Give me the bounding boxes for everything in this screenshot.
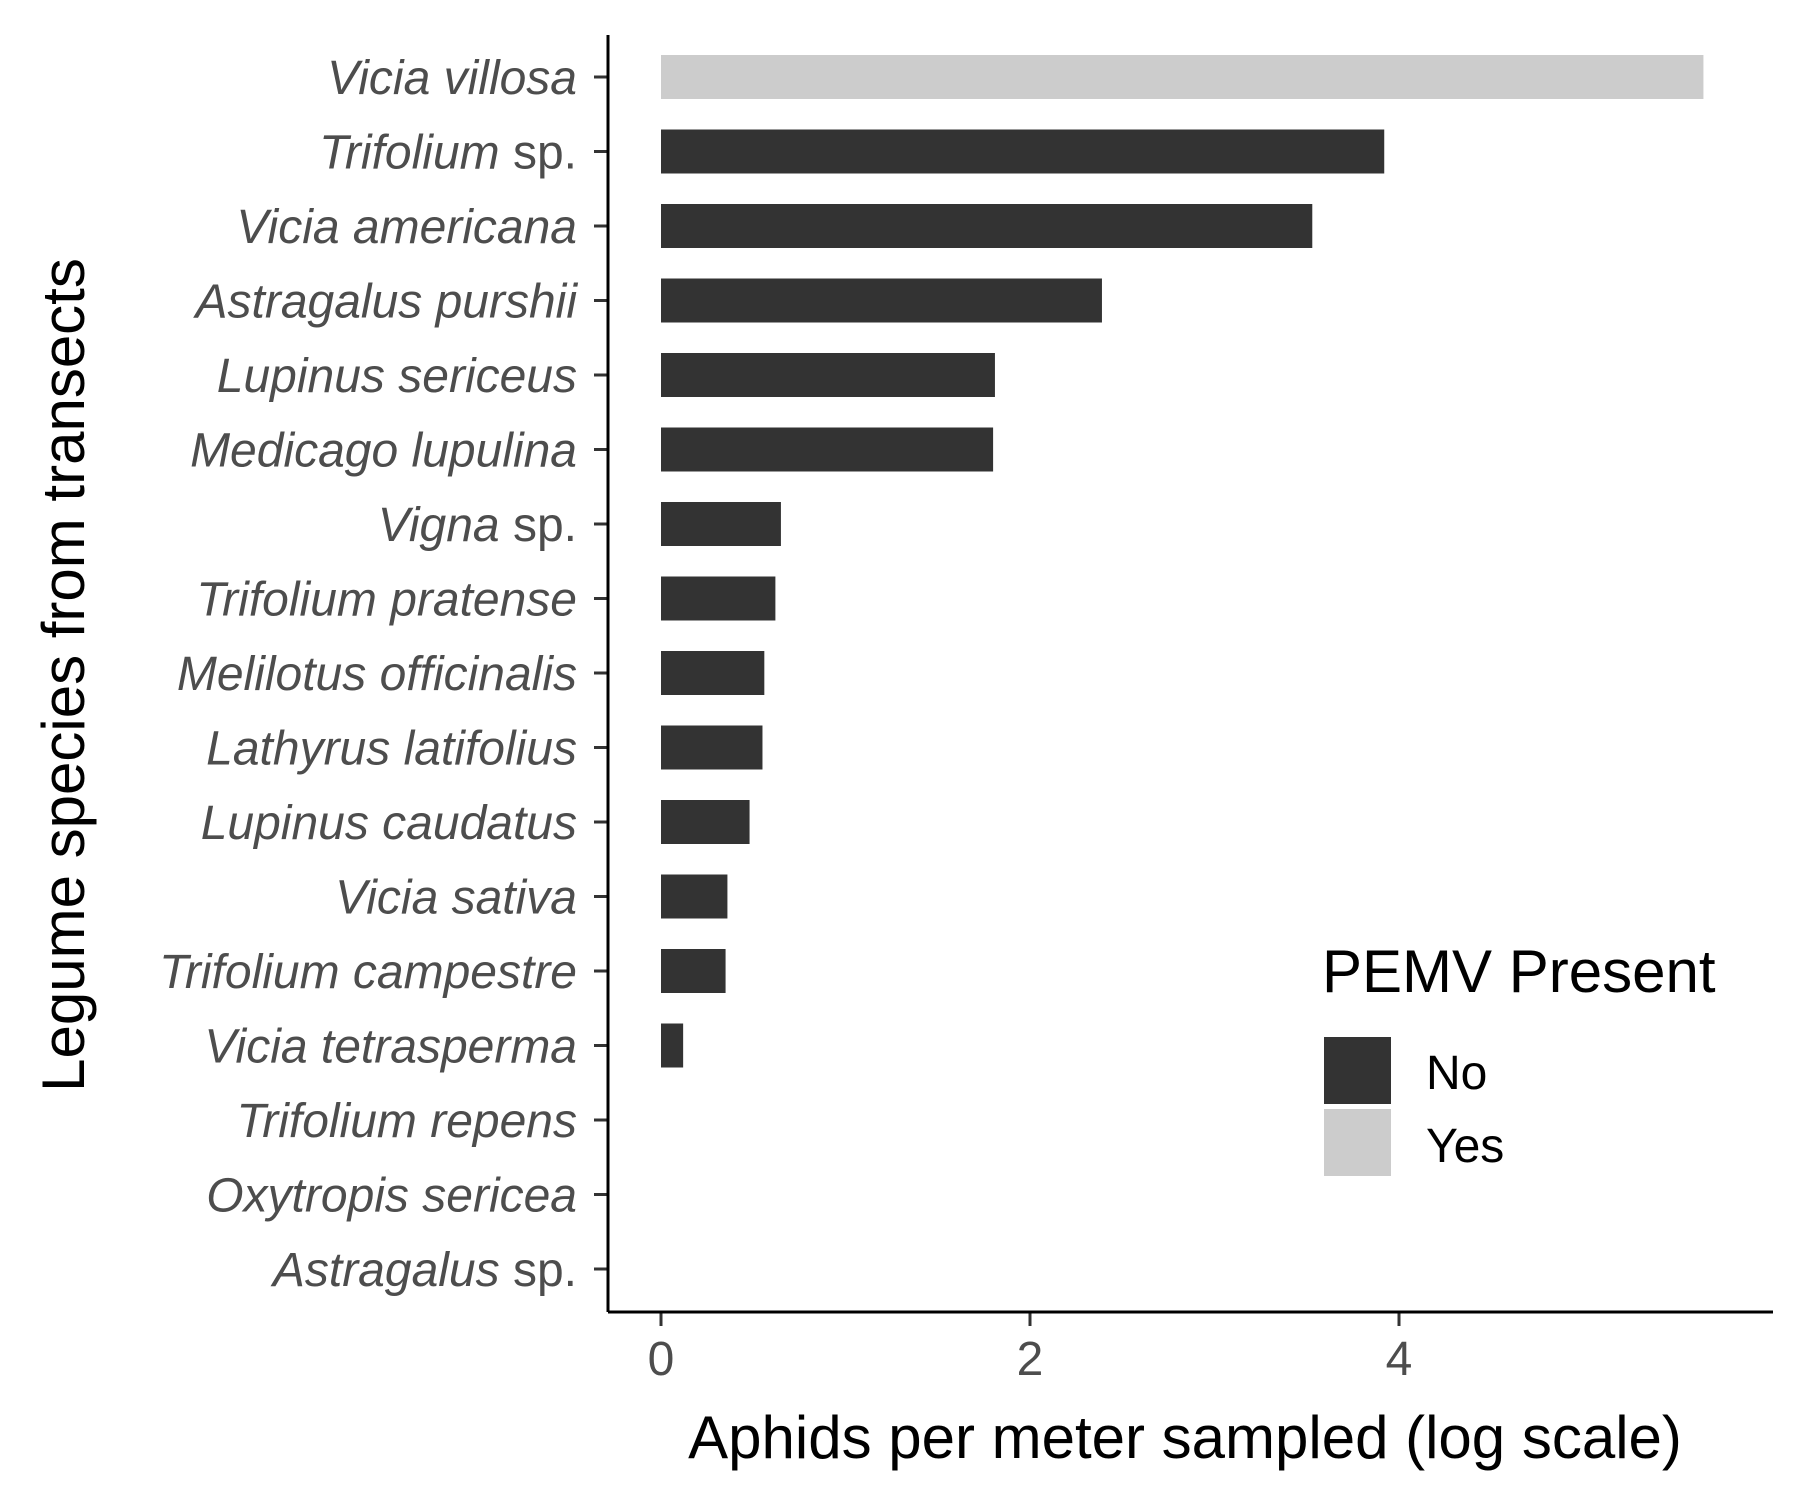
bar-7 <box>661 576 776 621</box>
legend-title: PEMV Present <box>1322 938 1716 1005</box>
y-tick-label-italic: Lathyrus latifolius <box>206 723 577 776</box>
y-tick-label: Lupinus sericeus <box>217 350 577 403</box>
bar-11 <box>661 874 728 919</box>
y-tick-label: Vicia villosa <box>327 52 577 105</box>
y-tick-label-italic: Vicia tetrasperma <box>204 1021 577 1074</box>
y-axis-title: Legume species from transects <box>30 258 97 1092</box>
x-tick-label: 2 <box>1017 1333 1044 1386</box>
y-tick-label-italic: Astragalus <box>270 1244 500 1297</box>
y-tick-label-italic: Oxytropis sericea <box>206 1170 577 1223</box>
legend: PEMV Present No Yes <box>1322 938 1716 1176</box>
y-tick-label: Trifolium repens <box>236 1095 577 1148</box>
bar-6 <box>661 502 781 546</box>
bar-0 <box>661 55 1704 99</box>
y-tick-label-italic: Vicia americana <box>236 201 577 254</box>
legend-label-yes: Yes <box>1426 1120 1504 1173</box>
x-tick-label: 4 <box>1386 1333 1413 1386</box>
y-axis-ticks: Vicia villosa Trifolium sp. Vicia american… <box>159 52 608 1297</box>
y-tick-label: Trifolium sp. <box>319 127 577 180</box>
y-tick-label-italic: Vigna <box>378 499 500 552</box>
bar-12 <box>661 949 726 993</box>
bar-9 <box>661 725 763 770</box>
y-tick-label-italic: Melilotus officinalis <box>177 648 577 701</box>
y-tick-label: Oxytropis sericea <box>206 1170 577 1223</box>
y-tick-label: Lathyrus latifolius <box>206 723 577 776</box>
bar-1 <box>661 129 1385 174</box>
bar-13 <box>661 1023 684 1068</box>
y-tick-label-italic: Lupinus caudatus <box>201 797 577 850</box>
y-tick-label: Vigna sp. <box>378 499 577 552</box>
bar-5 <box>661 427 994 472</box>
legend-key-no <box>1324 1037 1391 1104</box>
y-tick-label: Vicia americana <box>236 201 577 254</box>
y-tick-label: Vicia tetrasperma <box>204 1021 577 1074</box>
y-tick-label-italic: Trifolium <box>319 127 499 180</box>
x-axis-ticks: 0 2 4 <box>648 1312 1413 1386</box>
bar-3 <box>661 278 1102 323</box>
y-tick-label-suffix: sp. <box>500 1244 577 1297</box>
y-tick-label-italic: Medicago lupulina <box>190 425 577 478</box>
y-tick-label: Astragalus sp. <box>270 1244 577 1297</box>
y-tick-label-italic: Trifolium pratense <box>196 574 577 627</box>
y-tick-label: Medicago lupulina <box>190 425 577 478</box>
y-tick-label: Vicia sativa <box>335 872 577 925</box>
bar-10 <box>661 800 750 844</box>
y-tick-label-italic: Vicia sativa <box>335 872 577 925</box>
y-tick-label: Trifolium campestre <box>159 946 577 999</box>
y-tick-label: Melilotus officinalis <box>177 648 577 701</box>
y-tick-label-suffix: sp. <box>500 499 577 552</box>
y-tick-label: Trifolium pratense <box>196 574 577 627</box>
y-tick-label-italic: Trifolium campestre <box>159 946 577 999</box>
legend-label-no: No <box>1426 1047 1487 1100</box>
bars-group <box>661 55 1704 1068</box>
y-tick-label: Lupinus caudatus <box>201 797 577 850</box>
legend-key-yes <box>1324 1109 1391 1176</box>
y-tick-label-italic: Vicia villosa <box>327 52 577 105</box>
x-tick-label: 0 <box>648 1333 675 1386</box>
y-tick-label: Astragalus purshii <box>192 276 578 329</box>
y-tick-label-italic: Trifolium repens <box>236 1095 577 1148</box>
y-tick-label-suffix: sp. <box>500 127 577 180</box>
bar-2 <box>661 204 1313 248</box>
bar-8 <box>661 651 765 695</box>
y-tick-label-italic: Astragalus purshii <box>192 276 578 329</box>
y-tick-label-italic: Lupinus sericeus <box>217 350 577 403</box>
x-axis-title: Aphids per meter sampled (log scale) <box>688 1404 1682 1471</box>
bar-4 <box>661 353 995 397</box>
